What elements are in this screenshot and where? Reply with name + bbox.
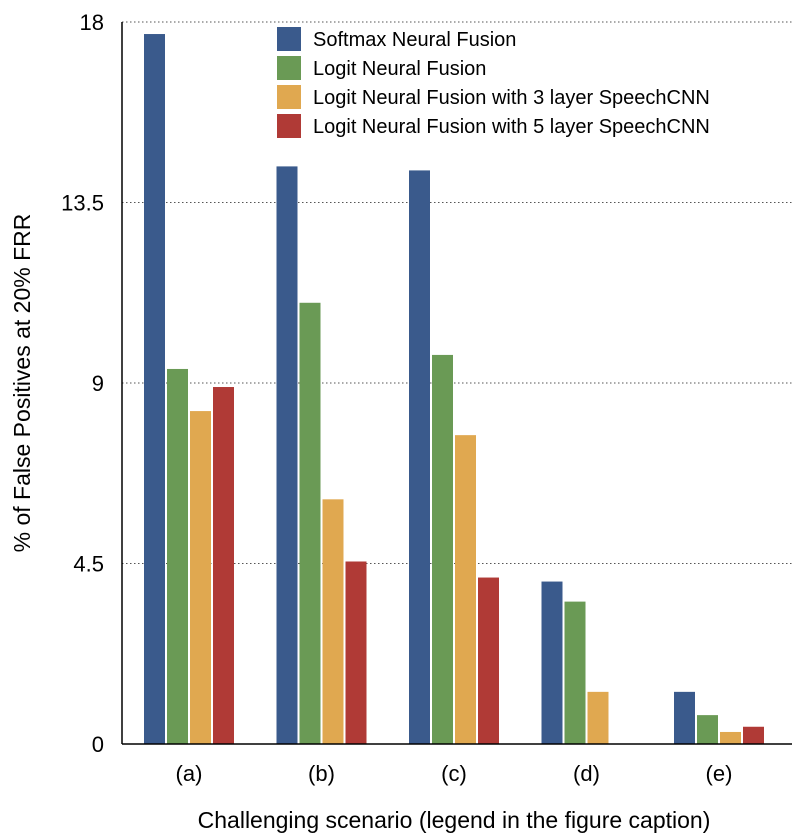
legend-label: Logit Neural Fusion with 5 layer SpeechC…	[313, 116, 710, 138]
legend-item: Logit Neural Fusion with 3 layer SpeechC…	[277, 85, 710, 109]
bar	[674, 691, 695, 744]
legend: Softmax Neural Fusion Logit Neural Fusion…	[277, 27, 710, 138]
bar	[587, 691, 609, 744]
bar	[190, 411, 211, 744]
tick-labels: 0 4.5 9 13.5 18 (a) (b) (c) (d) (e)	[61, 10, 732, 786]
bar	[213, 387, 234, 744]
bar	[541, 581, 563, 744]
bar	[743, 726, 764, 744]
y-tick-label: 0	[92, 732, 104, 757]
bar	[299, 302, 321, 744]
legend-item: Logit Neural Fusion with 5 layer SpeechC…	[277, 114, 710, 138]
bar	[432, 354, 453, 744]
bar	[345, 561, 367, 744]
x-tick-label: (d)	[573, 761, 600, 786]
x-tick-label: (b)	[308, 761, 335, 786]
bar	[478, 577, 499, 744]
y-tick-label: 9	[92, 371, 104, 396]
legend-swatch	[277, 85, 301, 109]
x-tick-label: (e)	[706, 761, 733, 786]
legend-item: Logit Neural Fusion	[277, 56, 486, 80]
y-axis-title: % of False Positives at 20% FRR	[9, 214, 35, 553]
legend-swatch	[277, 114, 301, 138]
legend-label: Logit Neural Fusion	[313, 58, 486, 80]
bar	[167, 368, 188, 744]
legend-item: Softmax Neural Fusion	[277, 27, 516, 51]
y-tick-label: 4.5	[73, 552, 104, 577]
legend-label: Softmax Neural Fusion	[313, 29, 516, 51]
bar	[720, 731, 741, 744]
legend-swatch	[277, 56, 301, 80]
y-tick-label: 18	[80, 10, 104, 35]
bars	[144, 34, 764, 745]
y-tick-label: 13.5	[61, 191, 104, 216]
axes	[121, 22, 792, 745]
bar	[322, 499, 344, 744]
bar	[564, 601, 586, 744]
x-axis-title: Challenging scenario (legend in the figu…	[198, 807, 711, 833]
bar	[697, 715, 718, 744]
x-tick-label: (a)	[176, 761, 203, 786]
bar	[409, 170, 430, 744]
bar	[276, 166, 298, 744]
legend-label: Logit Neural Fusion with 3 layer SpeechC…	[313, 87, 710, 109]
legend-swatch	[277, 27, 301, 51]
bar	[144, 34, 165, 745]
bar	[455, 435, 476, 744]
x-tick-label: (c)	[441, 761, 467, 786]
